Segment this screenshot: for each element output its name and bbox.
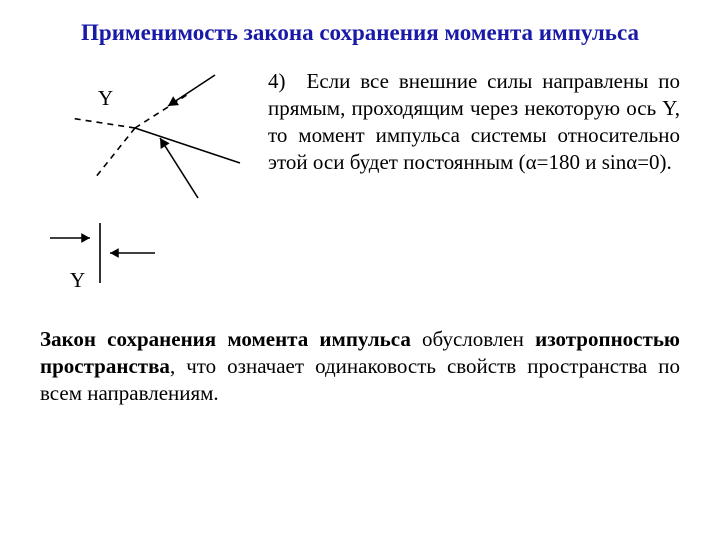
axis-label-y-bottom: Y [70,268,85,293]
top-row: Y Y 4) Если все внешние силы направлены … [40,68,680,298]
page-title: Применимость закона сохранения момента и… [40,20,680,46]
para4-alpha1: α [526,150,537,174]
para4-suffix: =0). [637,150,672,174]
para4-mid: =180 и sin [537,150,627,174]
bottom-bold1: Закон сохранения момента импульса [40,327,411,351]
bottom-paragraph: Закон сохранения момента импульса обусло… [40,326,680,407]
diagram-svg [40,68,250,298]
axis-label-y-top: Y [98,86,113,111]
para4-alpha2: α [626,150,637,174]
paragraph-4: 4) Если все внешние силы направлены по п… [268,68,680,298]
bottom-plain1: обусловлен [411,327,535,351]
diagram-area: Y Y [40,68,250,298]
